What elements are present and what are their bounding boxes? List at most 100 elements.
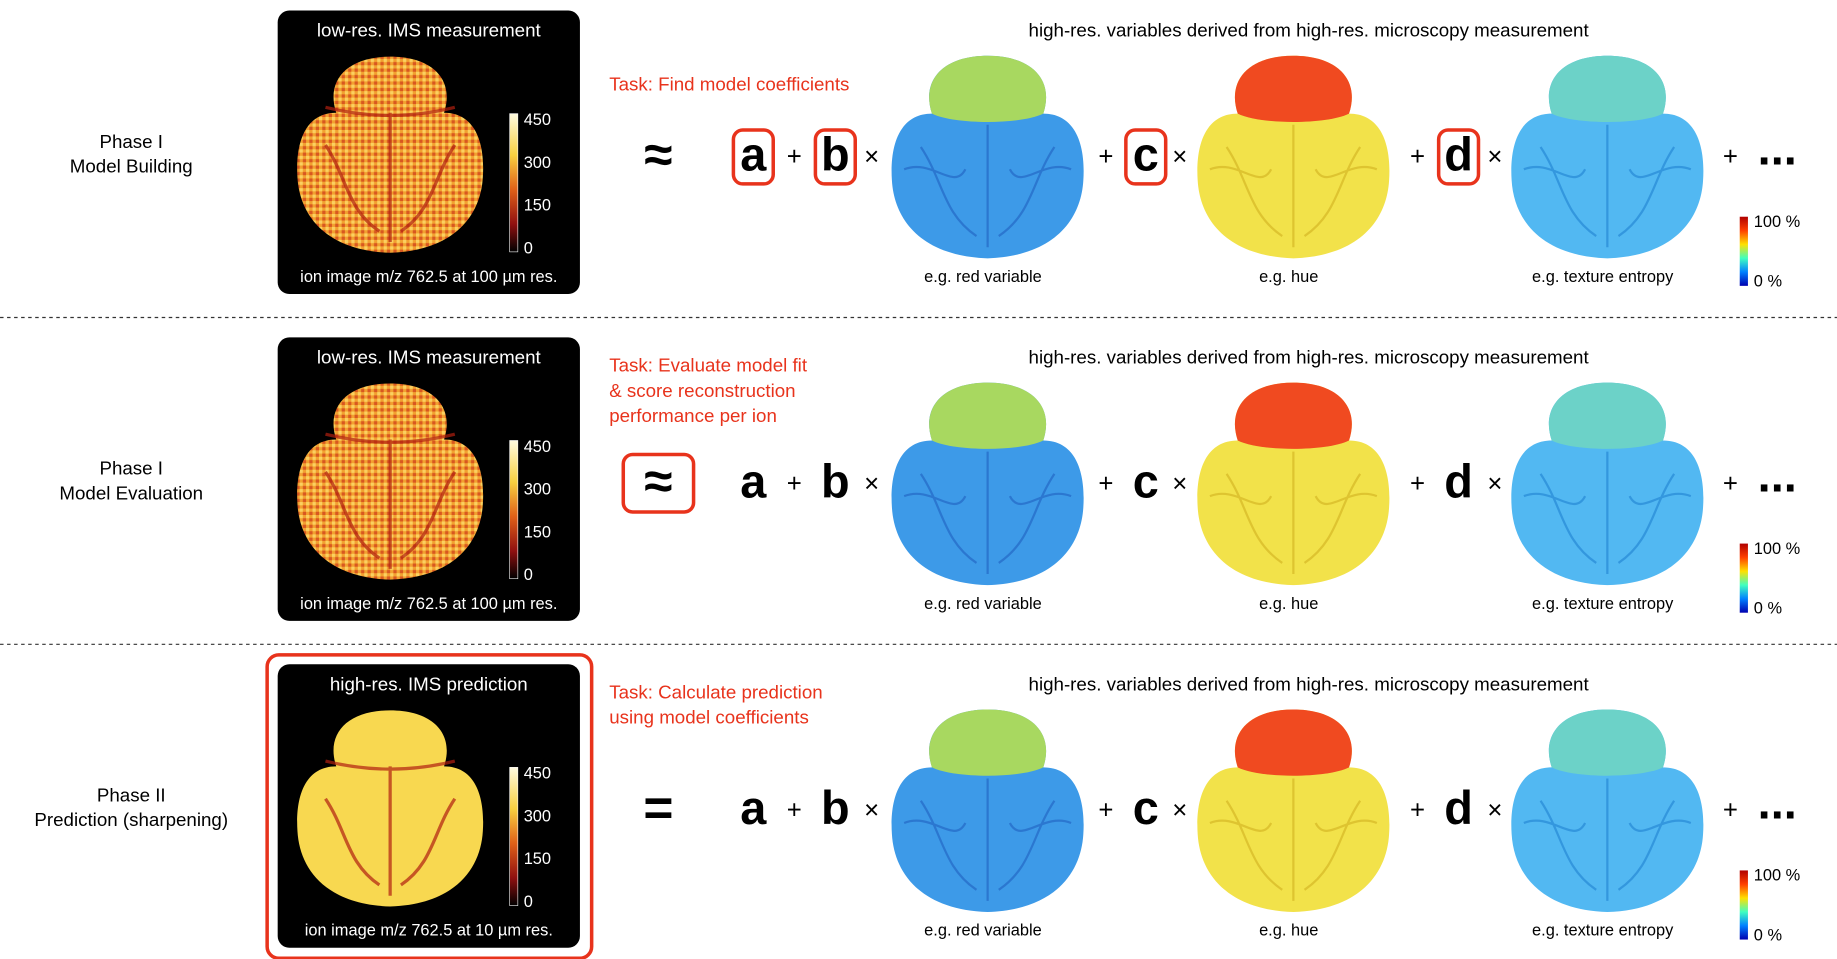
scale-label: 0 %: [1754, 273, 1782, 291]
coefficient: c: [1133, 129, 1159, 181]
variable-label: e.g. texture entropy: [1532, 268, 1674, 286]
scale-label: 100 %: [1754, 540, 1800, 558]
brain-image: [1511, 56, 1703, 259]
variable-label: e.g. red variable: [924, 268, 1042, 286]
panel-caption: ion image m/z 762.5 at 100 µm res.: [300, 268, 557, 286]
coefficient: d: [1444, 782, 1473, 834]
colorbar-tick-label: 300: [524, 481, 551, 499]
task-text: Task: Find model coefficients: [609, 73, 849, 94]
brain-cerebellum: [929, 56, 1046, 122]
task-text: performance per ion: [609, 405, 777, 426]
panel-title: high-res. IMS prediction: [330, 673, 528, 694]
colorbar-tick-label: 150: [524, 523, 551, 541]
colorbar-tick-label: 0: [524, 893, 533, 911]
times-sign: ×: [864, 797, 879, 825]
plus-sign: +: [1098, 797, 1113, 825]
plus-sign: +: [1723, 470, 1738, 498]
plus-sign: +: [1723, 143, 1738, 171]
variable-label: e.g. hue: [1259, 595, 1318, 613]
brain-cerebellum: [1235, 709, 1352, 775]
colorbar-tick-label: 0: [524, 239, 533, 257]
phase-label: Phase II: [97, 785, 166, 806]
scale-colorbar: [1740, 217, 1748, 286]
variable-label: e.g. red variable: [924, 595, 1042, 613]
times-sign: ×: [864, 470, 879, 498]
ellipsis: ...: [1758, 123, 1797, 175]
coefficient: a: [740, 129, 767, 181]
relation-symbol: ≈: [644, 452, 672, 510]
ims-colorbar: [510, 440, 518, 578]
task-text: using model coefficients: [609, 707, 809, 728]
plus-sign: +: [1410, 470, 1425, 498]
plus-sign: +: [1410, 797, 1425, 825]
task-text: Task: Calculate prediction: [609, 681, 822, 702]
phase-label: Phase I: [99, 131, 163, 152]
times-sign: ×: [1487, 470, 1502, 498]
times-sign: ×: [1172, 797, 1187, 825]
variable-label: e.g. texture entropy: [1532, 922, 1674, 940]
brain-image: [1511, 383, 1703, 586]
brain-image: [892, 709, 1084, 912]
brain-cerebellum: [1549, 56, 1666, 122]
coefficient: b: [821, 129, 850, 181]
plus-sign: +: [787, 470, 802, 498]
colorbar-tick-label: 450: [524, 438, 551, 456]
coefficient: c: [1133, 455, 1159, 507]
relation-symbol: ≈: [644, 125, 672, 183]
brain-cerebellum: [929, 383, 1046, 449]
variable-label: e.g. hue: [1259, 268, 1318, 286]
panel-caption: ion image m/z 762.5 at 10 µm res.: [305, 922, 553, 940]
plus-sign: +: [787, 143, 802, 171]
scale-colorbar: [1740, 870, 1748, 939]
task-text: Task: Evaluate model fit: [609, 355, 808, 376]
variable-label: e.g. texture entropy: [1532, 595, 1674, 613]
brain-cerebellum: [1235, 383, 1352, 449]
brain-image: [892, 383, 1084, 586]
plus-sign: +: [1098, 143, 1113, 171]
plus-sign: +: [1098, 470, 1113, 498]
brain-image: [1197, 56, 1389, 259]
coefficient: c: [1133, 782, 1159, 834]
variables-title: high-res. variables derived from high-re…: [1029, 20, 1590, 41]
coefficient: b: [821, 455, 850, 507]
times-sign: ×: [1172, 470, 1187, 498]
ellipsis: ...: [1758, 776, 1797, 828]
scale-colorbar: [1740, 544, 1748, 613]
times-sign: ×: [1172, 143, 1187, 171]
relation-symbol: =: [643, 778, 673, 836]
colorbar-tick-label: 450: [524, 111, 551, 129]
colorbar-tick-label: 300: [524, 807, 551, 825]
times-sign: ×: [864, 143, 879, 171]
diagram: Phase IModel Buildinglow-res. IMS measur…: [0, 0, 1837, 959]
scale-label: 100 %: [1754, 867, 1800, 885]
coefficient: d: [1444, 455, 1473, 507]
brain-cerebellum: [1235, 56, 1352, 122]
brain-image: [1197, 383, 1389, 586]
task-text: & score reconstruction: [609, 380, 795, 401]
variable-label: e.g. red variable: [924, 922, 1042, 940]
scale-label: 0 %: [1754, 600, 1782, 618]
variables-title: high-res. variables derived from high-re…: [1029, 673, 1590, 694]
plus-sign: +: [787, 797, 802, 825]
brain-image: [1511, 709, 1703, 912]
plus-sign: +: [1723, 797, 1738, 825]
ims-colorbar: [510, 767, 518, 905]
coefficient: a: [740, 455, 767, 507]
variables-title: high-res. variables derived from high-re…: [1029, 346, 1590, 367]
coefficient: a: [740, 782, 767, 834]
colorbar-tick-label: 150: [524, 850, 551, 868]
colorbar-tick-label: 450: [524, 765, 551, 783]
brain-cerebellum: [929, 709, 1046, 775]
colorbar-tick-label: 150: [524, 197, 551, 215]
phase-label: Phase I: [99, 458, 163, 479]
page: { "variables_title": "high-res. variable…: [0, 0, 1837, 959]
colorbar-tick-label: 0: [524, 566, 533, 584]
brain-image: [892, 56, 1084, 259]
panel-title: low-res. IMS measurement: [317, 346, 542, 367]
plus-sign: +: [1410, 143, 1425, 171]
variable-label: e.g. hue: [1259, 922, 1318, 940]
brain-image: [1197, 709, 1389, 912]
